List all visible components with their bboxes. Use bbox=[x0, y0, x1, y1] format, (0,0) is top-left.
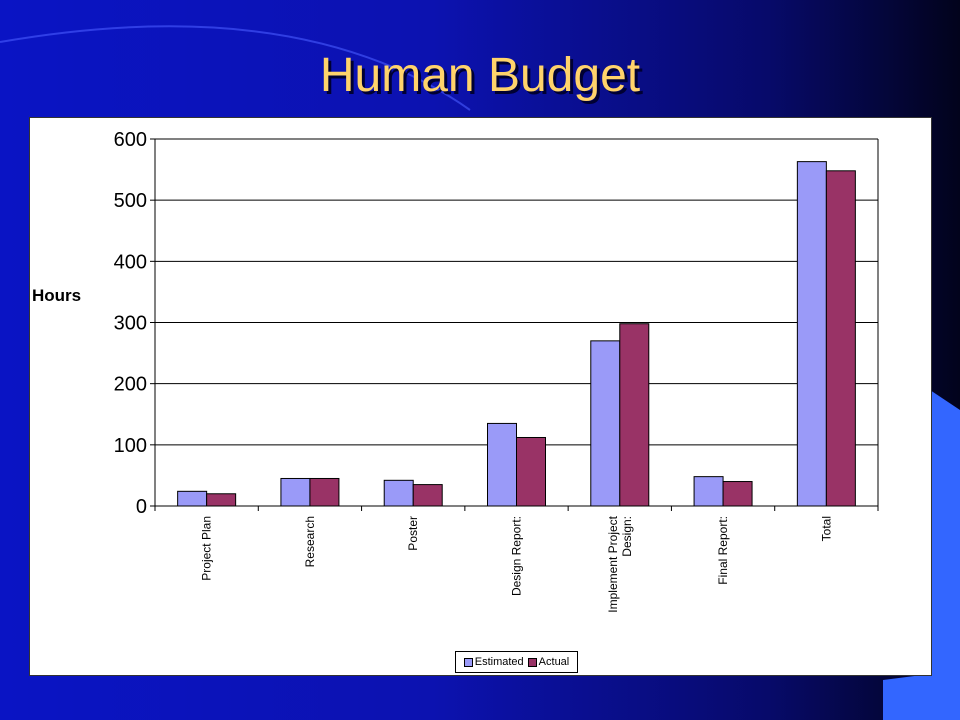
legend-swatch-actual bbox=[527, 657, 537, 667]
x-tick-label-line: Design: bbox=[620, 516, 634, 557]
y-tick-label: 500 bbox=[114, 190, 147, 212]
bar-actual bbox=[516, 436, 546, 507]
y-tick-label: 600 bbox=[114, 129, 147, 151]
bar-actual bbox=[412, 484, 443, 507]
y-tick-label: 400 bbox=[114, 251, 147, 273]
bar-actual bbox=[722, 481, 753, 507]
chart-legend: Estimated Actual bbox=[455, 651, 578, 673]
x-tick-label: Project Plan bbox=[200, 516, 214, 581]
x-tick-label-line: Total bbox=[819, 516, 833, 541]
legend-item-actual: Actual bbox=[527, 656, 570, 668]
y-tick-label: 0 bbox=[136, 496, 147, 518]
y-axis-label: Hours bbox=[32, 286, 82, 305]
x-tick-label-line: Poster bbox=[406, 516, 420, 551]
x-tick-label: Research bbox=[303, 516, 317, 567]
legend-swatch-estimated bbox=[463, 657, 473, 667]
decorative-arc bbox=[0, 25, 471, 111]
slide-title: Human Budget bbox=[319, 49, 641, 102]
bar-estimated bbox=[383, 479, 414, 507]
x-tick-label-line: Research bbox=[303, 516, 317, 567]
x-tick-label: Poster bbox=[406, 516, 420, 551]
legend-item-estimated: Estimated bbox=[463, 656, 524, 668]
y-tick-label: 100 bbox=[114, 435, 147, 457]
x-tick-label: Total bbox=[819, 516, 833, 541]
legend-label-estimated: Estimated bbox=[474, 656, 524, 668]
legend-label-actual: Actual bbox=[538, 656, 570, 668]
bar-estimated bbox=[590, 340, 621, 507]
chart-panel: 0 100 200 300 400 500 600 Project Plan Research P… bbox=[29, 117, 932, 676]
bar-actual bbox=[206, 493, 237, 507]
bar-chart: 0 100 200 300 400 500 600 Project Plan Research P… bbox=[114, 129, 879, 613]
y-tick-label: 300 bbox=[114, 313, 147, 335]
x-tick-label-line: Final Report: bbox=[716, 516, 730, 585]
x-tick-label: Implement ProjectDesign: bbox=[606, 515, 634, 612]
bar-estimated bbox=[280, 477, 311, 507]
bar-actual bbox=[825, 170, 856, 507]
x-tick-label-line: Design Report: bbox=[510, 516, 524, 596]
x-tick-label-line: Implement Project bbox=[606, 515, 620, 612]
bar-estimated bbox=[177, 490, 208, 507]
decorative-corner-shape bbox=[883, 390, 960, 720]
bar-estimated bbox=[487, 422, 517, 507]
bar-actual bbox=[619, 323, 650, 507]
x-tick-label: Design Report: bbox=[510, 516, 524, 596]
bar-estimated bbox=[796, 161, 827, 507]
y-tick-label: 200 bbox=[114, 374, 147, 396]
bar-actual bbox=[309, 477, 340, 507]
x-tick-label-line: Project Plan bbox=[200, 516, 214, 581]
x-tick-label: Final Report: bbox=[716, 516, 730, 585]
bar-estimated bbox=[693, 476, 724, 507]
